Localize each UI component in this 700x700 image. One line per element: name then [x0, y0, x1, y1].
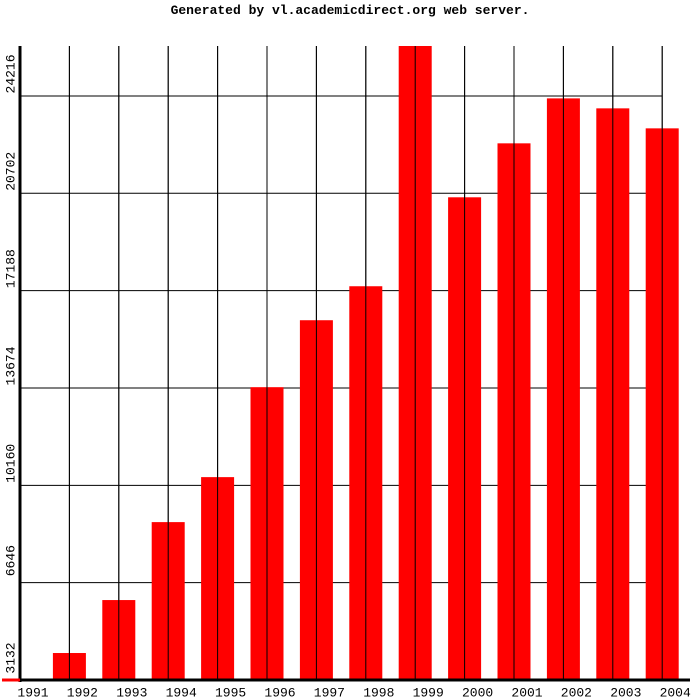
x-tick-label: 1994: [166, 685, 197, 700]
x-tick-label: 2002: [561, 685, 592, 700]
y-tick-label: 13674: [3, 346, 18, 385]
x-tick-label: 1992: [67, 685, 98, 700]
y-tick-label: 10160: [3, 444, 18, 483]
x-tick-label: 1999: [413, 685, 444, 700]
y-tick-label: 24216: [3, 54, 18, 93]
y-tick-label: 20702: [3, 152, 18, 191]
x-tick-label: 1993: [116, 685, 147, 700]
x-tick-label: 1995: [215, 685, 246, 700]
x-tick-label: 2001: [511, 685, 542, 700]
y-tick-label: 17188: [3, 249, 18, 288]
x-tick-label: 1998: [363, 685, 394, 700]
x-tick-label: 1996: [264, 685, 295, 700]
x-tick-label: 2004: [660, 685, 691, 700]
chart-title: Generated by vl.academicdirect.org web s…: [171, 3, 530, 18]
y-tick-label: 6646: [3, 545, 18, 576]
x-tick-label: 2003: [610, 685, 641, 700]
x-tick-label: 1991: [17, 685, 48, 700]
x-tick-label: 2000: [462, 685, 493, 700]
x-tick-label: 1997: [314, 685, 345, 700]
y-tick-label: 3132: [3, 642, 18, 673]
